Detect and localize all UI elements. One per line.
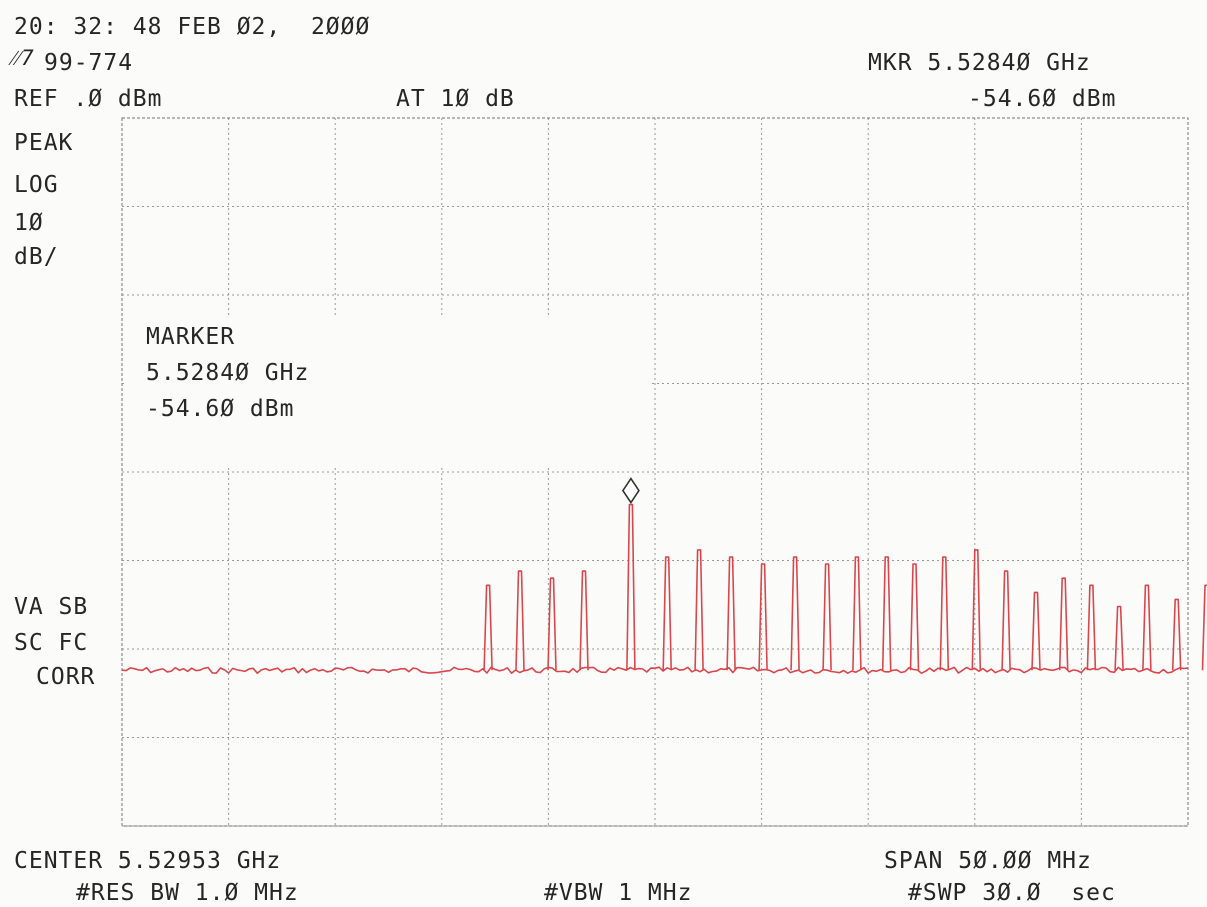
spectrum-spike — [515, 570, 525, 671]
sc-fc-label: SC FC — [14, 630, 89, 656]
scale-value-label: 1Ø — [14, 210, 44, 236]
spectrum-spike — [579, 570, 589, 671]
spectrum-spike — [909, 563, 920, 671]
spectrum-spike — [483, 584, 493, 671]
plot-grid — [121, 117, 1189, 827]
spectrum-spike — [939, 556, 950, 671]
spectrum-spike — [790, 556, 800, 671]
spectrum-spike — [852, 556, 862, 671]
center-frequency: CENTER 5.52953 GHz — [14, 848, 282, 874]
span-readout: SPAN 5Ø.ØØ MHz — [884, 848, 1092, 874]
spectrum-spike — [822, 563, 832, 671]
spectrum-spike — [1086, 584, 1097, 671]
spectrum-spike — [1171, 598, 1182, 671]
instrument-id: 99-774 — [44, 50, 134, 76]
resolution-bandwidth: #RES BW 1.Ø MHz — [76, 880, 299, 906]
sweep-time: #SWP 3Ø.Ø sec — [908, 880, 1116, 906]
spectrum-spike — [1031, 591, 1041, 671]
marker-diamond — [621, 477, 640, 505]
spectrum-spike — [626, 503, 636, 671]
logo-glyph: ⁄⁄7 — [12, 46, 35, 70]
attenuation: AT 1Ø dB — [396, 86, 515, 112]
spectrum-spike — [1114, 605, 1124, 671]
spectrum-trace — [121, 666, 1189, 674]
marker-box-frequency: 5.5284Ø GHz — [146, 360, 310, 386]
spectrum-spike — [1058, 577, 1069, 671]
spectrum-spikes — [483, 503, 1207, 671]
spectrum-spike — [758, 563, 768, 671]
spectrum-spike — [1201, 584, 1207, 671]
scale-log-label: LOG — [14, 172, 59, 198]
spectrum-spike — [971, 549, 982, 671]
spectrum-spike — [694, 549, 704, 671]
va-sb-label: VA SB — [14, 594, 89, 620]
reference-level: REF .Ø dBm — [14, 86, 163, 112]
marker-box-level: -54.6Ø dBm — [146, 396, 295, 422]
corr-label: CORR — [36, 664, 96, 690]
video-bandwidth: #VBW 1 MHz — [544, 880, 693, 906]
spectrum-spike — [547, 577, 557, 671]
spectrum-spike — [662, 556, 672, 671]
marker-box-bg — [126, 316, 650, 466]
scale-unit-label: dB/ — [14, 244, 59, 270]
marker-box-title: MARKER — [146, 324, 236, 350]
spectrum-spike — [1142, 584, 1152, 671]
spectrum-spike — [726, 556, 736, 671]
marker-level-readout: -54.6Ø dBm — [968, 86, 1117, 112]
grid-frame — [121, 117, 1189, 827]
detector-peak-label: PEAK — [14, 130, 74, 156]
marker-frequency-readout: MKR 5.5284Ø GHz — [868, 50, 1091, 76]
spectrum-spike — [881, 556, 892, 671]
spectrum-spike — [1001, 570, 1011, 671]
timestamp: 20: 32: 48 FEB Ø2, 2ØØØ — [14, 14, 371, 40]
